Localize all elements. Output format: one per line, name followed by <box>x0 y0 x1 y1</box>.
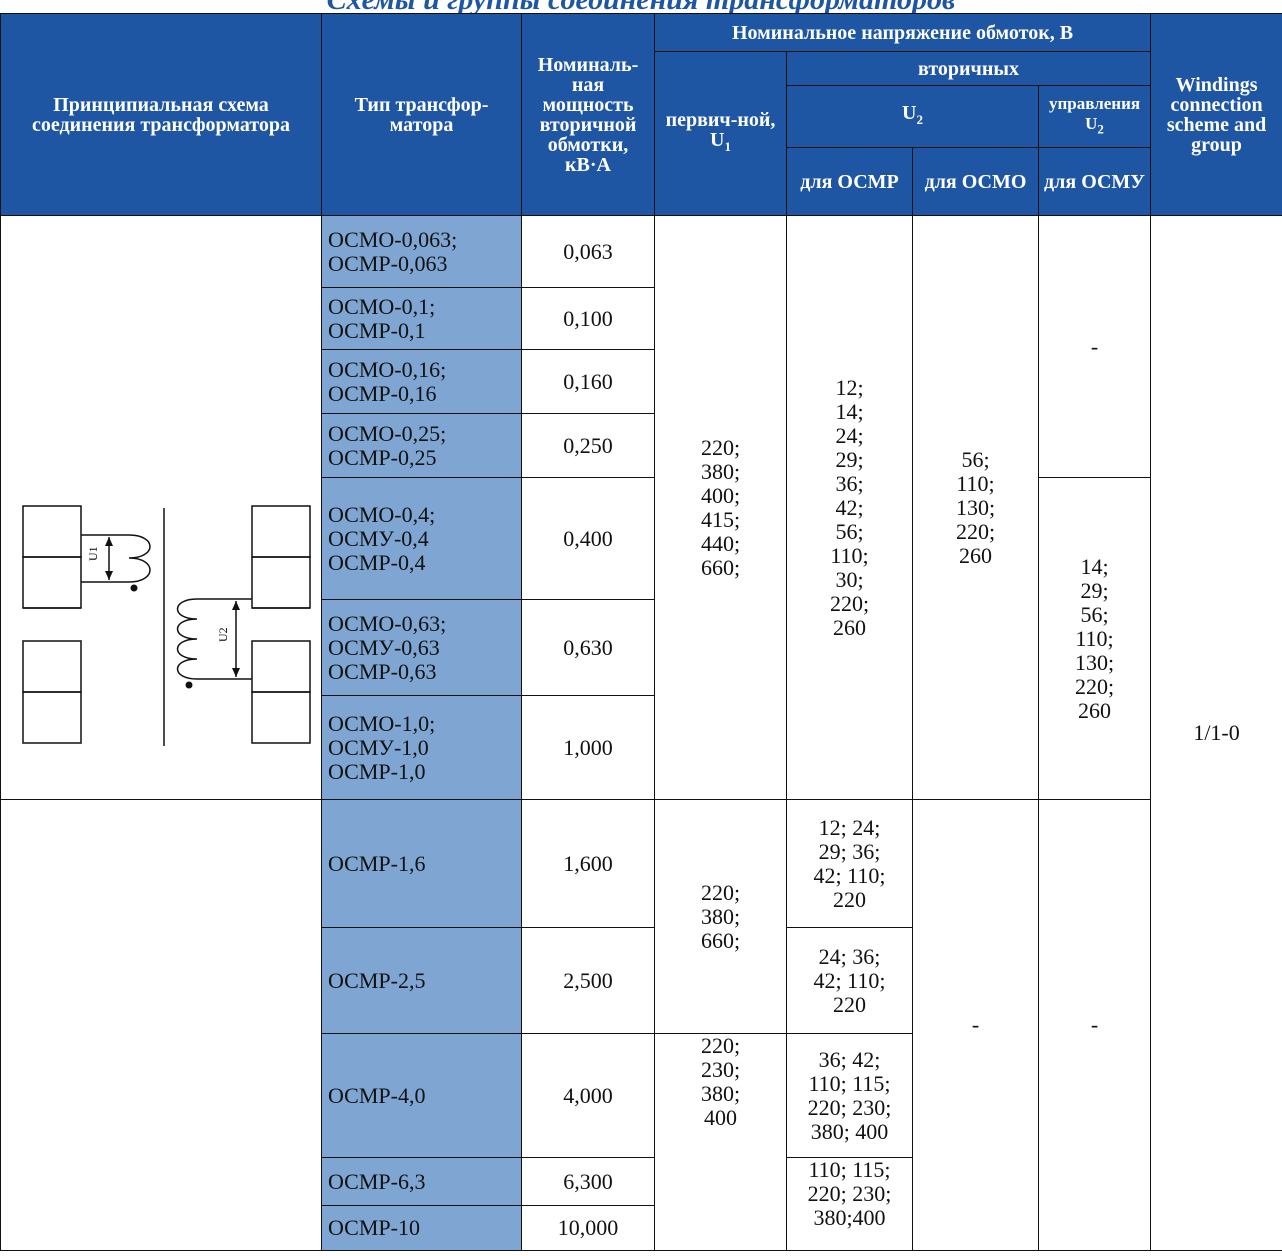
transformer-spec-table: Принципиальная схема соединения трансфор… <box>0 13 1282 1251</box>
header-primary: первич-ной, U1 <box>654 51 787 216</box>
power-cell: 10,000 <box>521 1205 655 1251</box>
connection-scheme-diagram: U1 U2 <box>22 505 311 746</box>
u1-label: U1 <box>86 546 100 561</box>
header-voltage-group: Номинальное напряжение обмоток, В <box>653 13 1152 52</box>
type-cell: ОСМР-6,3 <box>321 1157 522 1206</box>
type-cell: ОСМР-10 <box>321 1205 522 1251</box>
power-cell: 0,630 <box>521 599 655 696</box>
osmo-voltage-a: 56; 110; 130; 220; 260 <box>912 215 1039 800</box>
osmr-voltage-25: 24; 36; 42; 110; 220 <box>786 927 913 1034</box>
primary-voltage-a: 220; 380; 400; 415; 440; 660; <box>654 215 787 800</box>
primary-voltage-b: 220; 380; 660; <box>654 799 787 1034</box>
header-secondary: вторичных <box>785 51 1152 86</box>
type-cell: ОСМР-2,5 <box>321 927 522 1034</box>
type-cell: ОСМО-0,25; ОСМР-0,25 <box>321 413 522 478</box>
power-cell: 4,000 <box>521 1033 655 1158</box>
power-cell: 0,250 <box>521 413 655 478</box>
power-cell: 0,100 <box>521 287 655 350</box>
power-cell: 0,063 <box>521 215 655 288</box>
type-cell: ОСМО-0,4; ОСМУ-0,4 ОСМР-0,4 <box>321 477 522 600</box>
header-for-osmr: для ОСМР <box>786 147 913 216</box>
type-cell: ОСМО-0,1; ОСМР-0,1 <box>321 287 522 350</box>
connection-scheme-cell: U1 U2 <box>0 215 322 800</box>
header-u2: U2 <box>786 85 1039 148</box>
windings-value: 1/1-0 <box>1150 215 1282 1251</box>
type-cell: ОСМР-4,0 <box>321 1033 522 1158</box>
osmu-voltage-c: - <box>1037 799 1152 1251</box>
power-cell: 1,600 <box>521 799 655 928</box>
osmr-voltage-63-10: 110; 115; 220; 230; 380;400 <box>786 1157 913 1251</box>
type-cell: ОСМО-0,63; ОСМУ-0,63 ОСМР-0,63 <box>321 599 522 696</box>
type-cell: ОСМО-0,063; ОСМР-0,063 <box>321 215 522 288</box>
power-cell: 1,000 <box>521 695 655 800</box>
osmo-voltage-b: - <box>912 799 1039 1251</box>
power-cell: 0,160 <box>521 349 655 414</box>
header-scheme: Принципиальная схема соединения трансфор… <box>0 13 322 216</box>
power-cell: 0,400 <box>521 477 655 600</box>
page-title: Схемы и группы соединения трансформаторо… <box>0 0 1282 15</box>
power-cell: 6,300 <box>521 1157 655 1206</box>
header-power: Номиналь-ная мощность вторичной обмотки,… <box>521 13 655 216</box>
header-windings: Windings connection scheme and group <box>1150 13 1282 216</box>
power-cell: 2,500 <box>521 927 655 1034</box>
primary-voltage-c: 220; 230; 380; 400 <box>654 1033 787 1251</box>
header-control: управления U2 <box>1037 85 1152 148</box>
type-cell: ОСМО-1,0; ОСМУ-1,0 ОСМР-1,0 <box>321 695 522 800</box>
osmu-voltage-a: - <box>1037 215 1152 478</box>
type-cell: ОСМР-1,6 <box>321 799 522 928</box>
scheme-empty-cell <box>0 799 322 1251</box>
u2-label: U2 <box>216 627 230 642</box>
osmr-voltage-16: 12; 24; 29; 36; 42; 110; 220 <box>786 799 913 928</box>
header-for-osmo: для ОСМО <box>912 147 1039 216</box>
type-cell: ОСМО-0,16; ОСМР-0,16 <box>321 349 522 414</box>
osmr-voltage-a: 12; 14; 24; 29; 36; 42; 56; 110; 30; 220… <box>786 215 913 800</box>
header-type: Тип трансфор-матора <box>321 13 522 216</box>
header-for-osmu: для ОСМУ <box>1037 147 1152 216</box>
osmu-voltage-b: 14; 29; 56; 110; 130; 220; 260 <box>1037 477 1152 800</box>
osmr-voltage-40: 36; 42; 110; 115; 220; 230; 380; 400 <box>786 1033 913 1158</box>
